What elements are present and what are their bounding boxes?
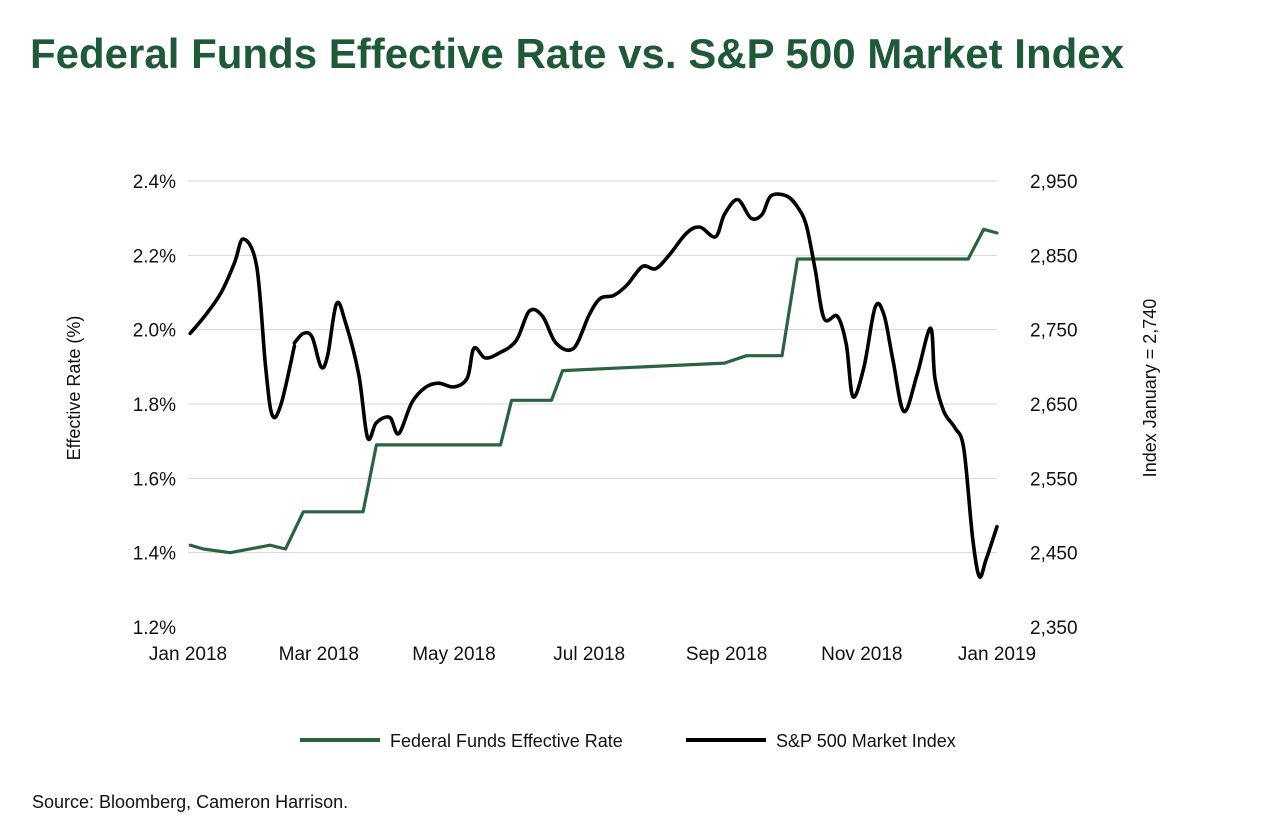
y-axis-label-left: Effective Rate (%): [64, 316, 84, 461]
y-tick-label-right: 2,950: [1030, 172, 1078, 193]
series-line-index-segment: [292, 192, 999, 579]
source-note: Source: Bloomberg, Cameron Harrison.: [32, 792, 349, 812]
x-tick-label: Sep 2018: [686, 644, 767, 665]
x-tick-label: Jul 2018: [553, 644, 625, 665]
y-tick-label-left: 1.4%: [133, 544, 176, 565]
x-tick-label: Jan 2018: [149, 644, 227, 665]
legend-label-rate: Federal Funds Effective Rate: [390, 731, 623, 751]
y-tick-label-left: 2.2%: [133, 246, 176, 267]
y-tick-label-right: 2,350: [1030, 618, 1078, 639]
tick-labels: 1.2% 1.4% 1.6% 1.8% 2.0% 2.2% 2.4% 2,350 2,450 2,…: [133, 172, 1078, 665]
y-tick-label-left: 1.2%: [133, 618, 176, 639]
y-tick-label-right: 2,550: [1030, 469, 1078, 490]
x-tick-label: Mar 2018: [279, 644, 359, 665]
y-axis-label-right: Index January = 2,740: [1140, 299, 1160, 478]
series-line-index-segment: [188, 237, 297, 420]
y-tick-label-left: 2.4%: [133, 172, 176, 193]
legend: Federal Funds Effective Rate S&P 500 Mar…: [300, 731, 956, 751]
series-line-rate: [188, 227, 999, 555]
y-tick-label-right: 2,850: [1030, 246, 1078, 267]
gridlines: [188, 180, 997, 554]
y-tick-label-right: 2,750: [1030, 321, 1078, 342]
series-layer: [188, 192, 999, 579]
y-tick-label-right: 2,450: [1030, 544, 1078, 565]
y-tick-label-left: 1.8%: [133, 395, 176, 416]
x-tick-label: May 2018: [412, 644, 495, 665]
legend-label-index: S&P 500 Market Index: [776, 731, 956, 751]
page-title: Federal Funds Effective Rate vs. S&P 500…: [30, 30, 1124, 77]
y-tick-label-left: 1.6%: [133, 469, 176, 490]
y-tick-label-left: 2.0%: [133, 321, 176, 342]
x-tick-label: Nov 2018: [821, 644, 902, 665]
y-tick-label-right: 2,650: [1030, 395, 1078, 416]
x-tick-label: Jan 2019: [958, 644, 1036, 665]
